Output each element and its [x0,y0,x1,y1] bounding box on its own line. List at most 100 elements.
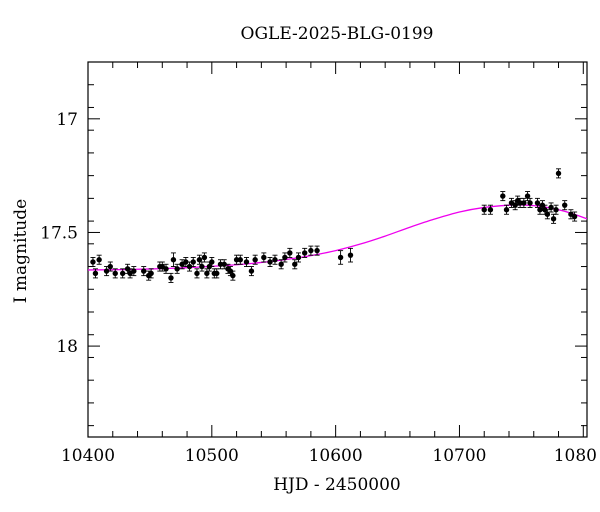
data-point [550,216,557,222]
data-point [214,270,220,277]
data-point-group [243,257,250,267]
x-tick-label: 10500 [185,446,239,466]
data-point [119,270,126,277]
data-point-group [521,197,527,208]
x-tick-label: 1080 [554,446,597,466]
plot-frame [87,61,588,438]
data-point-group [571,211,578,222]
data-point-group [308,245,314,256]
data-point-group [96,254,102,265]
data-point-group [481,204,487,215]
data-point [548,204,554,211]
y-tick-label: 17.5 [40,223,78,243]
data-point-group [500,191,506,202]
data-point-group [131,266,137,277]
data-point-group [524,191,531,202]
data-point-group [194,268,200,279]
data-point [487,207,494,213]
data-point-group [141,266,147,277]
minor-ticks [88,61,587,437]
data-point [112,270,118,277]
data-point-group [544,209,551,220]
data-point [90,259,96,265]
data-point [199,263,205,270]
data-point-group [174,263,180,274]
data-point [209,259,215,265]
data-point [278,261,284,267]
data-point [190,259,196,265]
data-point-group [278,259,284,270]
data-point [233,257,240,263]
major-ticks [87,62,587,437]
data-point-group [183,257,189,267]
data-point-group [186,261,193,272]
data-point-group [230,270,236,281]
data-point-group [487,204,494,215]
chart-title: OGLE-2025-BLG-0199 [241,24,434,44]
data-point [524,193,531,199]
data-point [230,272,236,279]
data-point [148,270,154,277]
data-point [243,259,250,265]
data-point-group [314,245,320,256]
data-point-group [267,257,273,267]
y-axis-label: I magnitude [11,199,31,303]
data-point-group [237,254,244,265]
plot-border [87,61,588,438]
data-point [553,207,559,213]
data-point-group [148,268,154,279]
data-point [221,261,227,267]
data-point-group [92,268,99,279]
data-point [248,268,255,274]
data-point-group [163,263,169,274]
data-point-group [214,268,220,279]
data-point [500,193,506,199]
data-point-group [301,247,308,258]
x-tick-label: 10700 [432,446,486,466]
y-tick-label: 18 [56,337,78,357]
data-point [237,257,244,263]
data-point [217,261,224,267]
data-point [183,259,189,265]
data-point-group [190,257,196,267]
data-point-group [107,261,113,272]
data-point [194,270,200,277]
data-point [261,254,267,261]
data-point [272,257,278,263]
data-point [301,250,308,256]
data-point [168,275,174,281]
data-point-group [295,252,302,263]
data-point-group [252,254,258,265]
data-point [295,254,302,261]
data-point [92,270,99,277]
data-point [282,254,288,261]
data-point [103,268,110,274]
data-point [201,254,208,261]
data-point-group [199,261,205,272]
data-point-group [527,197,533,208]
data-point [481,207,487,213]
data-point-group [170,252,177,267]
data-point [517,200,523,206]
data-point [196,257,203,263]
data-point-group [553,204,559,215]
data-point-group [90,257,96,267]
data-point [292,261,298,267]
data-point [170,257,177,263]
data-point [186,263,193,270]
data-point-group [287,247,293,258]
data-point-group [550,213,557,224]
data-point [287,250,293,256]
data-point [562,202,568,208]
data-point-group [292,259,298,270]
data-point-group [119,268,126,279]
y-tick-labels: 17 17.5 18 [40,110,78,357]
data-point [544,211,551,217]
data-point-group [204,268,210,279]
data-point-group [272,254,278,265]
data-point-group [248,266,255,277]
data-point [267,259,273,265]
data-point [163,266,169,272]
data-point-group [179,259,185,270]
